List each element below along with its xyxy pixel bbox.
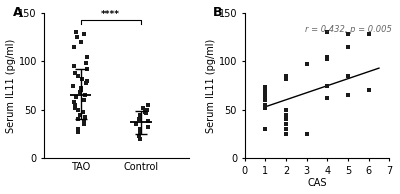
Point — [140, 106, 146, 109]
Point — [78, 87, 84, 90]
Point — [366, 89, 372, 92]
Point — [77, 91, 84, 94]
Text: ****: **** — [101, 10, 120, 19]
Point — [262, 94, 268, 97]
Text: B: B — [213, 6, 222, 19]
Point — [262, 86, 268, 89]
Point — [84, 68, 90, 71]
Point — [74, 36, 80, 39]
Point — [78, 89, 84, 92]
Point — [283, 74, 289, 77]
Point — [283, 132, 289, 135]
Point — [72, 106, 78, 109]
Point — [262, 99, 268, 102]
Point — [80, 110, 86, 113]
Point — [324, 55, 330, 58]
Point — [74, 118, 81, 121]
Point — [136, 134, 142, 137]
Point — [345, 45, 351, 48]
Point — [142, 110, 148, 113]
Point — [304, 132, 310, 135]
Point — [84, 79, 90, 82]
Point — [136, 118, 143, 121]
Y-axis label: Serum IL11 (pg/ml): Serum IL11 (pg/ml) — [206, 38, 216, 133]
Point — [83, 62, 90, 65]
Point — [133, 123, 140, 126]
Point — [74, 74, 81, 77]
Point — [283, 127, 289, 131]
Point — [70, 84, 77, 87]
Point — [144, 108, 150, 111]
Point — [262, 103, 268, 107]
Point — [283, 77, 289, 80]
Point — [75, 108, 81, 111]
Point — [283, 113, 289, 116]
Point — [144, 103, 151, 107]
Point — [136, 129, 143, 133]
Point — [345, 94, 351, 97]
Point — [262, 89, 268, 92]
Point — [142, 111, 149, 114]
Point — [78, 41, 84, 44]
Point — [82, 116, 88, 119]
Point — [283, 108, 289, 111]
Point — [81, 99, 88, 102]
Point — [81, 120, 87, 123]
Point — [75, 130, 82, 133]
Y-axis label: Serum IL11 (pg/ml): Serum IL11 (pg/ml) — [6, 38, 16, 133]
Point — [324, 58, 330, 61]
Point — [144, 126, 151, 129]
Point — [137, 137, 144, 140]
Point — [82, 81, 89, 84]
Point — [72, 71, 78, 74]
Point — [71, 65, 77, 68]
Point — [262, 92, 268, 95]
Point — [304, 63, 310, 66]
Point — [324, 97, 330, 100]
Point — [137, 131, 144, 134]
Point — [79, 77, 85, 80]
Point — [72, 31, 79, 34]
Point — [145, 120, 151, 123]
Point — [324, 31, 330, 34]
Point — [137, 115, 143, 118]
Text: r = 0.432, p = 0.005: r = 0.432, p = 0.005 — [306, 25, 392, 34]
Point — [72, 103, 78, 107]
Point — [262, 127, 268, 131]
X-axis label: CAS: CAS — [307, 178, 327, 188]
Point — [136, 113, 143, 116]
Point — [84, 55, 90, 58]
Point — [262, 106, 268, 109]
Point — [136, 127, 143, 131]
Point — [366, 33, 372, 36]
Point — [345, 74, 351, 77]
Point — [75, 127, 81, 131]
Point — [72, 96, 79, 99]
Point — [80, 123, 87, 126]
Point — [345, 33, 351, 36]
Point — [324, 84, 330, 87]
Point — [70, 45, 77, 48]
Text: A: A — [13, 6, 22, 19]
Point — [81, 94, 88, 97]
Point — [262, 96, 268, 99]
Point — [283, 118, 289, 121]
Point — [70, 100, 77, 104]
Point — [283, 123, 289, 126]
Point — [81, 33, 87, 36]
Point — [77, 113, 84, 116]
